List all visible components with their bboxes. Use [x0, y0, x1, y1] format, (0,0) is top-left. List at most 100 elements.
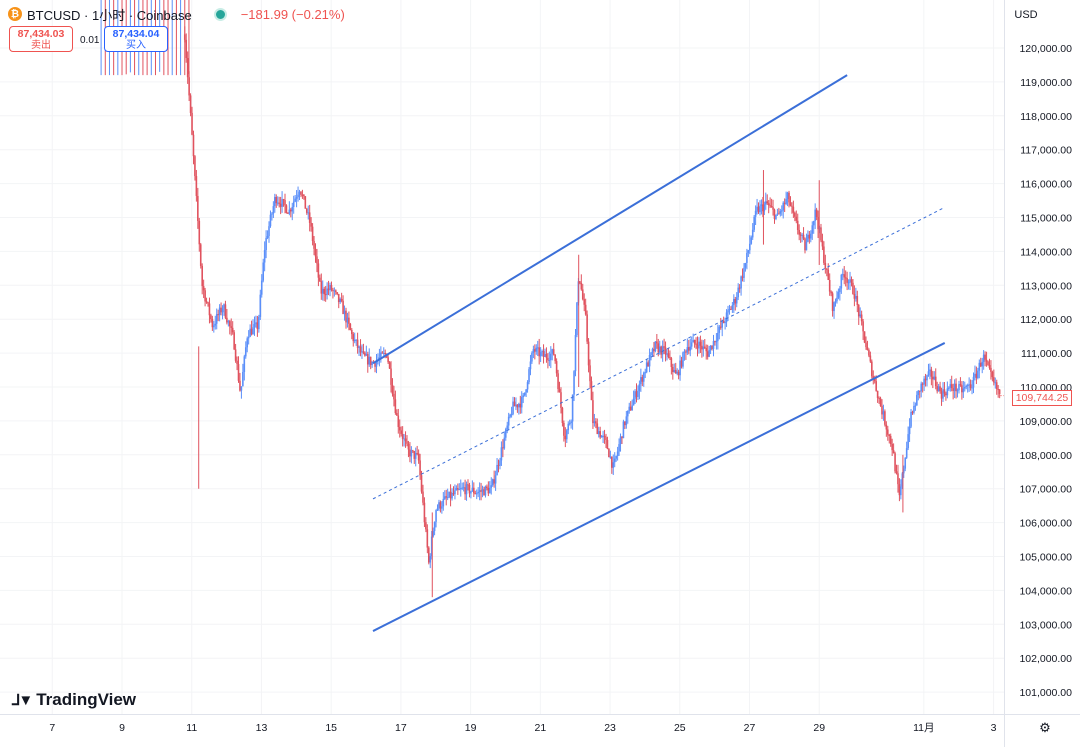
symbol-title[interactable]: BTCUSD · 1小时 · Coinbase: [27, 7, 192, 23]
candle-body: [371, 362, 373, 366]
candle-body: [239, 380, 241, 391]
price-change: −181.99 (−0.21%): [240, 6, 345, 22]
candle-body: [576, 302, 578, 336]
candle-body: [677, 371, 680, 376]
candle-body: [721, 320, 724, 328]
candle-body: [685, 351, 687, 353]
candle-body: [902, 468, 905, 474]
candle-body: [300, 191, 302, 195]
candle-body: [871, 361, 873, 377]
candle-body: [324, 294, 327, 296]
candle-body: [775, 214, 777, 219]
candle-body: [653, 348, 655, 352]
buy-button[interactable]: 87,434.04 买入: [104, 26, 168, 52]
candle-body: [979, 362, 982, 367]
candle-body: [282, 199, 285, 201]
candle-body: [462, 487, 465, 489]
candle-body: [336, 292, 339, 295]
candle-body: [849, 279, 851, 283]
candle-body: [541, 351, 543, 353]
candle-body: [275, 197, 278, 204]
candle-body: [332, 289, 334, 291]
candle-body: [785, 199, 787, 204]
y-tick-label: 106,000.00: [1019, 518, 1072, 530]
candle-body: [990, 367, 992, 372]
candle-body: [284, 200, 286, 206]
candle-body: [441, 506, 443, 509]
candle-body: [916, 394, 918, 406]
candle-body: [948, 387, 950, 389]
currency-selector[interactable]: USD: [1014, 9, 1038, 21]
last-price-tag: 109,744.25: [1012, 390, 1072, 406]
candle-body: [474, 493, 477, 495]
candle-body: [185, 39, 188, 59]
candle-body: [879, 398, 882, 406]
candle-body: [246, 338, 249, 348]
candle-body: [475, 493, 478, 495]
candle-body: [798, 229, 800, 235]
candle-body: [917, 390, 920, 395]
candle-body: [580, 282, 583, 290]
candle-body: [404, 438, 407, 442]
sell-label: 卖出: [31, 40, 51, 51]
candle-body: [288, 209, 291, 214]
candle-body: [465, 484, 468, 495]
candle-body: [285, 205, 288, 213]
candle-body: [735, 297, 738, 304]
y-tick-label: 120,000.00: [1019, 43, 1072, 55]
candle-body: [573, 371, 575, 395]
candle-body: [828, 280, 831, 292]
candle-body: [682, 352, 684, 367]
candle-body: [910, 411, 912, 427]
candle-body: [640, 377, 642, 385]
sell-button[interactable]: 87,434.03 卖出: [9, 26, 73, 52]
candle-body: [459, 488, 462, 490]
candle-body: [998, 389, 1001, 395]
candle-body: [369, 356, 372, 366]
candle-body: [638, 384, 641, 391]
market-status-icon: [213, 7, 227, 21]
candle-body: [606, 440, 609, 449]
candle-body: [509, 414, 511, 417]
candle-body: [224, 304, 227, 318]
symbol-header[interactable]: ₿ BTCUSD · 1小时 · Coinbase −181.99 (−0.21…: [8, 4, 345, 24]
candle-body: [855, 295, 857, 299]
candle-body: [699, 341, 702, 346]
candle-body: [737, 287, 739, 298]
candle-body: [583, 299, 586, 305]
candle-body: [240, 386, 243, 391]
candle-body: [701, 345, 703, 350]
candle-body: [487, 488, 490, 494]
candle-body: [596, 423, 599, 435]
candle-body: [946, 388, 949, 396]
candle-body: [295, 197, 298, 199]
candle-body: [375, 361, 378, 367]
candle-body: [513, 401, 516, 407]
candle-body: [413, 451, 416, 459]
candle-body: [548, 360, 551, 362]
chart-settings-icon[interactable]: ⚙: [1039, 720, 1051, 735]
candle-body: [666, 353, 668, 355]
candle-body: [308, 212, 311, 223]
candle-body: [550, 353, 552, 361]
candle-body: [191, 112, 193, 135]
candle-body: [410, 450, 413, 457]
candle-body: [506, 425, 509, 430]
candle-body: [426, 529, 429, 548]
candle-body: [934, 376, 937, 387]
candle-body: [230, 326, 233, 328]
candle-body: [821, 240, 824, 247]
candle-body: [820, 227, 822, 241]
candle-body: [247, 336, 250, 339]
candle-body: [977, 370, 979, 379]
candle-body: [706, 351, 709, 357]
candle-body: [884, 411, 886, 425]
candle-body: [966, 384, 969, 387]
candle-body: [491, 479, 494, 486]
candle-body: [676, 371, 678, 374]
candle-body: [907, 434, 909, 449]
candle-body: [894, 453, 896, 472]
tradingview-logo[interactable]: ⅃▼ TradingView: [12, 690, 136, 710]
candle-body: [382, 352, 385, 354]
